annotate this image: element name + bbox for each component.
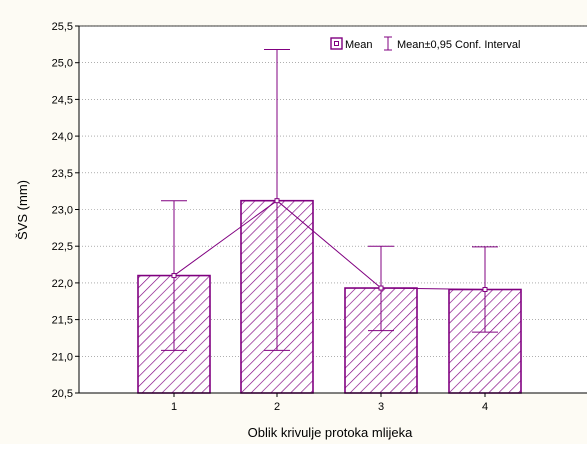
mean-connecting-line	[173, 200, 486, 291]
x-tick-label: 4	[482, 401, 488, 413]
mean-line	[173, 200, 486, 291]
mean-point-4	[482, 287, 488, 293]
y-tick-label: 25,0	[52, 58, 73, 70]
tick-labels: 20,5 21,0 21,5 22,0 22,5 23,0 23,5 24,0 24,5 25,0…	[52, 21, 488, 413]
mean-point-3	[378, 285, 384, 291]
mean-point-1	[171, 273, 177, 279]
x-axis-label: Oblik krivulje protoka mlijeka	[248, 425, 413, 440]
legend: Mean Mean±0,95 Conf. Interval	[330, 36, 520, 51]
legend-ci-label: Mean±0,95 Conf. Interval	[397, 39, 520, 51]
legend-ci-symbol	[384, 36, 392, 51]
legend-mean-marker	[334, 41, 339, 46]
mean-point-2	[274, 198, 280, 204]
y-tick-label: 24,0	[52, 131, 73, 143]
y-tick-label: 23,5	[52, 168, 73, 180]
y-tick-label: 22,5	[52, 241, 73, 253]
x-tick-label: 1	[171, 401, 177, 413]
y-tick-label: 21,5	[52, 315, 73, 327]
y-tick-label: 21,0	[52, 351, 73, 363]
y-tick-label: 20,5	[52, 388, 73, 400]
error-bars	[161, 48, 498, 351]
y-tick-label: 22,0	[52, 278, 73, 290]
y-tick-label: 25,5	[52, 21, 73, 33]
x-tick-label: 2	[274, 401, 280, 413]
axes	[75, 25, 587, 397]
y-tick-label: 24,5	[52, 94, 73, 106]
legend-mean-label: Mean	[345, 39, 373, 51]
x-tick-label: 3	[378, 401, 384, 413]
y-tick-label: 23,0	[52, 205, 73, 217]
y-axis-label: ŠVS (mm)	[15, 180, 30, 240]
